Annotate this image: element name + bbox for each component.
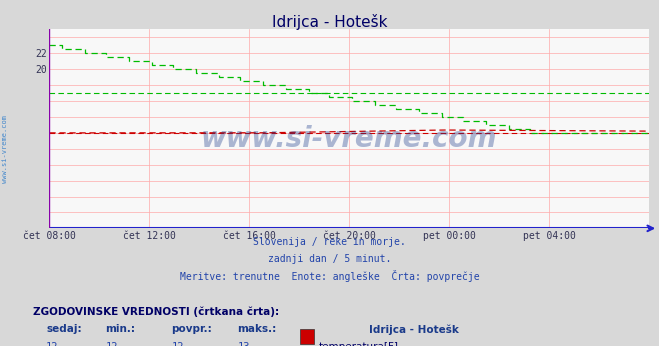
Text: Meritve: trenutne  Enote: angleške  Črta: povprečje: Meritve: trenutne Enote: angleške Črta: … (180, 270, 479, 282)
Text: zadnji dan / 5 minut.: zadnji dan / 5 minut. (268, 254, 391, 264)
Text: 12: 12 (46, 342, 59, 346)
Text: min.:: min.: (105, 324, 136, 334)
Text: 13: 13 (237, 342, 250, 346)
Text: Idrijca - Hotešk: Idrijca - Hotešk (369, 324, 459, 335)
Text: 12: 12 (105, 342, 118, 346)
Text: 12: 12 (171, 342, 184, 346)
Text: sedaj:: sedaj: (46, 324, 82, 334)
Text: www.si-vreme.com: www.si-vreme.com (1, 115, 8, 183)
Text: www.si-vreme.com: www.si-vreme.com (201, 125, 498, 153)
Text: maks.:: maks.: (237, 324, 277, 334)
Text: Slovenija / reke in morje.: Slovenija / reke in morje. (253, 237, 406, 247)
Text: ZGODOVINSKE VREDNOSTI (črtkana črta):: ZGODOVINSKE VREDNOSTI (črtkana črta): (33, 306, 279, 317)
Text: Idrijca - Hotešk: Idrijca - Hotešk (272, 14, 387, 30)
Text: povpr.:: povpr.: (171, 324, 212, 334)
Text: temperatura[F]: temperatura[F] (318, 342, 398, 346)
